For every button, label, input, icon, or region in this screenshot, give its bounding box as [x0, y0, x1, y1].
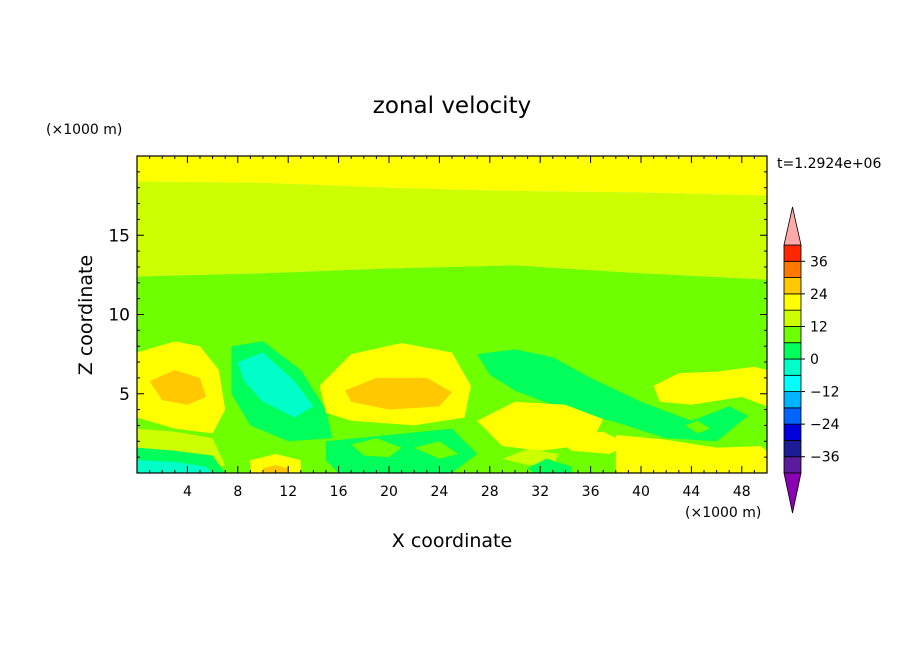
x-tick-label: 28	[481, 484, 499, 500]
y-axis-label: Z coordinate	[75, 255, 97, 375]
contour-region-21	[685, 420, 711, 434]
contour-region-19	[414, 441, 459, 459]
y-tick-label: 10	[108, 306, 130, 326]
contour-region-26	[615, 435, 767, 473]
x-tick-label: 36	[582, 484, 600, 500]
x-unit-label: (×1000 m)	[685, 505, 761, 521]
colorbar-swatch	[783, 293, 802, 311]
x-tick-label: 44	[682, 484, 700, 500]
y-tick-label: 5	[119, 385, 130, 405]
colorbar-under-triangle	[783, 472, 802, 514]
colorbar-swatch	[783, 456, 802, 474]
colorbar-tick-label: −24	[810, 417, 840, 433]
colorbar: 36 24 12 0 −12 −24 −36	[783, 206, 840, 514]
x-tick-label: 4	[183, 484, 192, 500]
x-axis-ticks: 4 8 12 16 20 24 28 32 36 40 44 48	[136, 156, 768, 500]
colorbar-swatch	[783, 407, 802, 425]
y-unit-label: (×1000 m)	[46, 122, 122, 138]
y-tick-label: 15	[108, 226, 130, 246]
colorbar-tick-label: 36	[810, 254, 828, 270]
contour-region-7	[149, 370, 207, 405]
colorbar-swatch	[783, 358, 802, 376]
x-tick-label: 20	[380, 484, 398, 500]
contour-region-18	[351, 438, 402, 458]
contour-regions	[137, 156, 767, 473]
x-tick-label: 40	[632, 484, 650, 500]
x-tick-label: 16	[330, 484, 348, 500]
colorbar-tick-label: 0	[810, 352, 819, 368]
contour-region-27	[552, 431, 629, 454]
contour-region-14	[263, 465, 289, 473]
colorbar-swatch	[783, 440, 802, 458]
y-axis-ticks: 5 10 15	[108, 155, 767, 474]
contour-region-2	[137, 181, 767, 280]
colorbar-swatch	[783, 423, 802, 441]
colorbar-swatch	[783, 342, 802, 360]
colorbar-swatch	[783, 277, 802, 295]
x-tick-label: 32	[531, 484, 549, 500]
colorbar-tick-label: 24	[810, 287, 828, 303]
contour-region-12	[237, 352, 314, 418]
colorbar-tick-label: −36	[810, 450, 840, 466]
colorbar-swatch	[783, 309, 802, 327]
contour-region-25	[653, 366, 767, 407]
colorbar-swatch	[783, 391, 802, 409]
colorbar-tick-label: −12	[810, 385, 840, 401]
contour-region-16	[344, 377, 452, 410]
contour-region-20	[477, 349, 749, 442]
contour-region-10	[137, 460, 213, 473]
x-tick-label: 8	[233, 484, 242, 500]
contour-region-24	[527, 458, 572, 473]
contour-plot-area	[136, 155, 768, 474]
chart-title: zonal velocity	[373, 93, 531, 119]
contour-region-17	[326, 428, 478, 473]
colorbar-tick-label: 12	[810, 319, 828, 335]
colorbar-swatch	[783, 326, 802, 344]
x-axis-label: X coordinate	[392, 530, 512, 552]
colorbar-over-triangle	[783, 206, 802, 246]
colorbar-swatch	[783, 374, 802, 392]
time-label: t=1.2924e+06	[777, 156, 881, 172]
x-tick-label: 48	[733, 484, 751, 500]
x-tick-label: 24	[430, 484, 448, 500]
colorbar-swatch	[783, 244, 802, 262]
colorbar-swatch	[783, 260, 802, 278]
contour-region-1	[137, 156, 767, 196]
contour-region-5	[439, 194, 478, 202]
x-tick-label: 12	[279, 484, 297, 500]
